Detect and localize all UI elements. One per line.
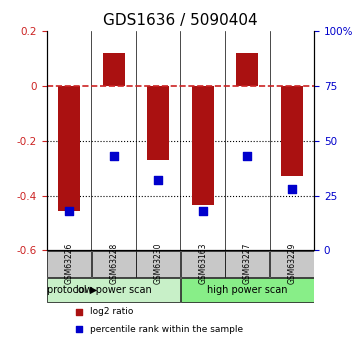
Text: high power scan: high power scan [207,285,287,295]
Bar [103,53,125,86]
Point [76,309,82,315]
Point [289,186,295,192]
Point [244,153,250,159]
Title: GDS1636 / 5090404: GDS1636 / 5090404 [103,13,258,29]
FancyBboxPatch shape [47,278,180,303]
Text: log2 ratio: log2 ratio [90,307,133,316]
Text: GSM63226: GSM63226 [65,243,74,284]
FancyBboxPatch shape [181,278,314,303]
Point [76,327,82,332]
Text: GSM63230: GSM63230 [154,243,163,284]
FancyBboxPatch shape [270,251,314,277]
Point [155,177,161,183]
Bar [280,86,303,176]
FancyBboxPatch shape [226,251,269,277]
Text: low power scan: low power scan [76,285,152,295]
FancyBboxPatch shape [181,251,225,277]
Bar [192,86,214,205]
Text: GSM63229: GSM63229 [287,243,296,284]
Text: protocol ▶: protocol ▶ [47,285,97,295]
FancyBboxPatch shape [92,251,135,277]
Point [111,153,117,159]
Text: GSM63163: GSM63163 [198,243,207,284]
Text: GSM63228: GSM63228 [109,243,118,284]
Point [200,208,206,214]
Text: GSM63227: GSM63227 [243,243,252,284]
Bar [236,53,258,86]
Bar [147,86,169,160]
FancyBboxPatch shape [47,251,91,277]
Text: percentile rank within the sample: percentile rank within the sample [90,325,243,334]
FancyBboxPatch shape [136,251,180,277]
Bar [58,86,80,210]
Point [66,208,72,214]
